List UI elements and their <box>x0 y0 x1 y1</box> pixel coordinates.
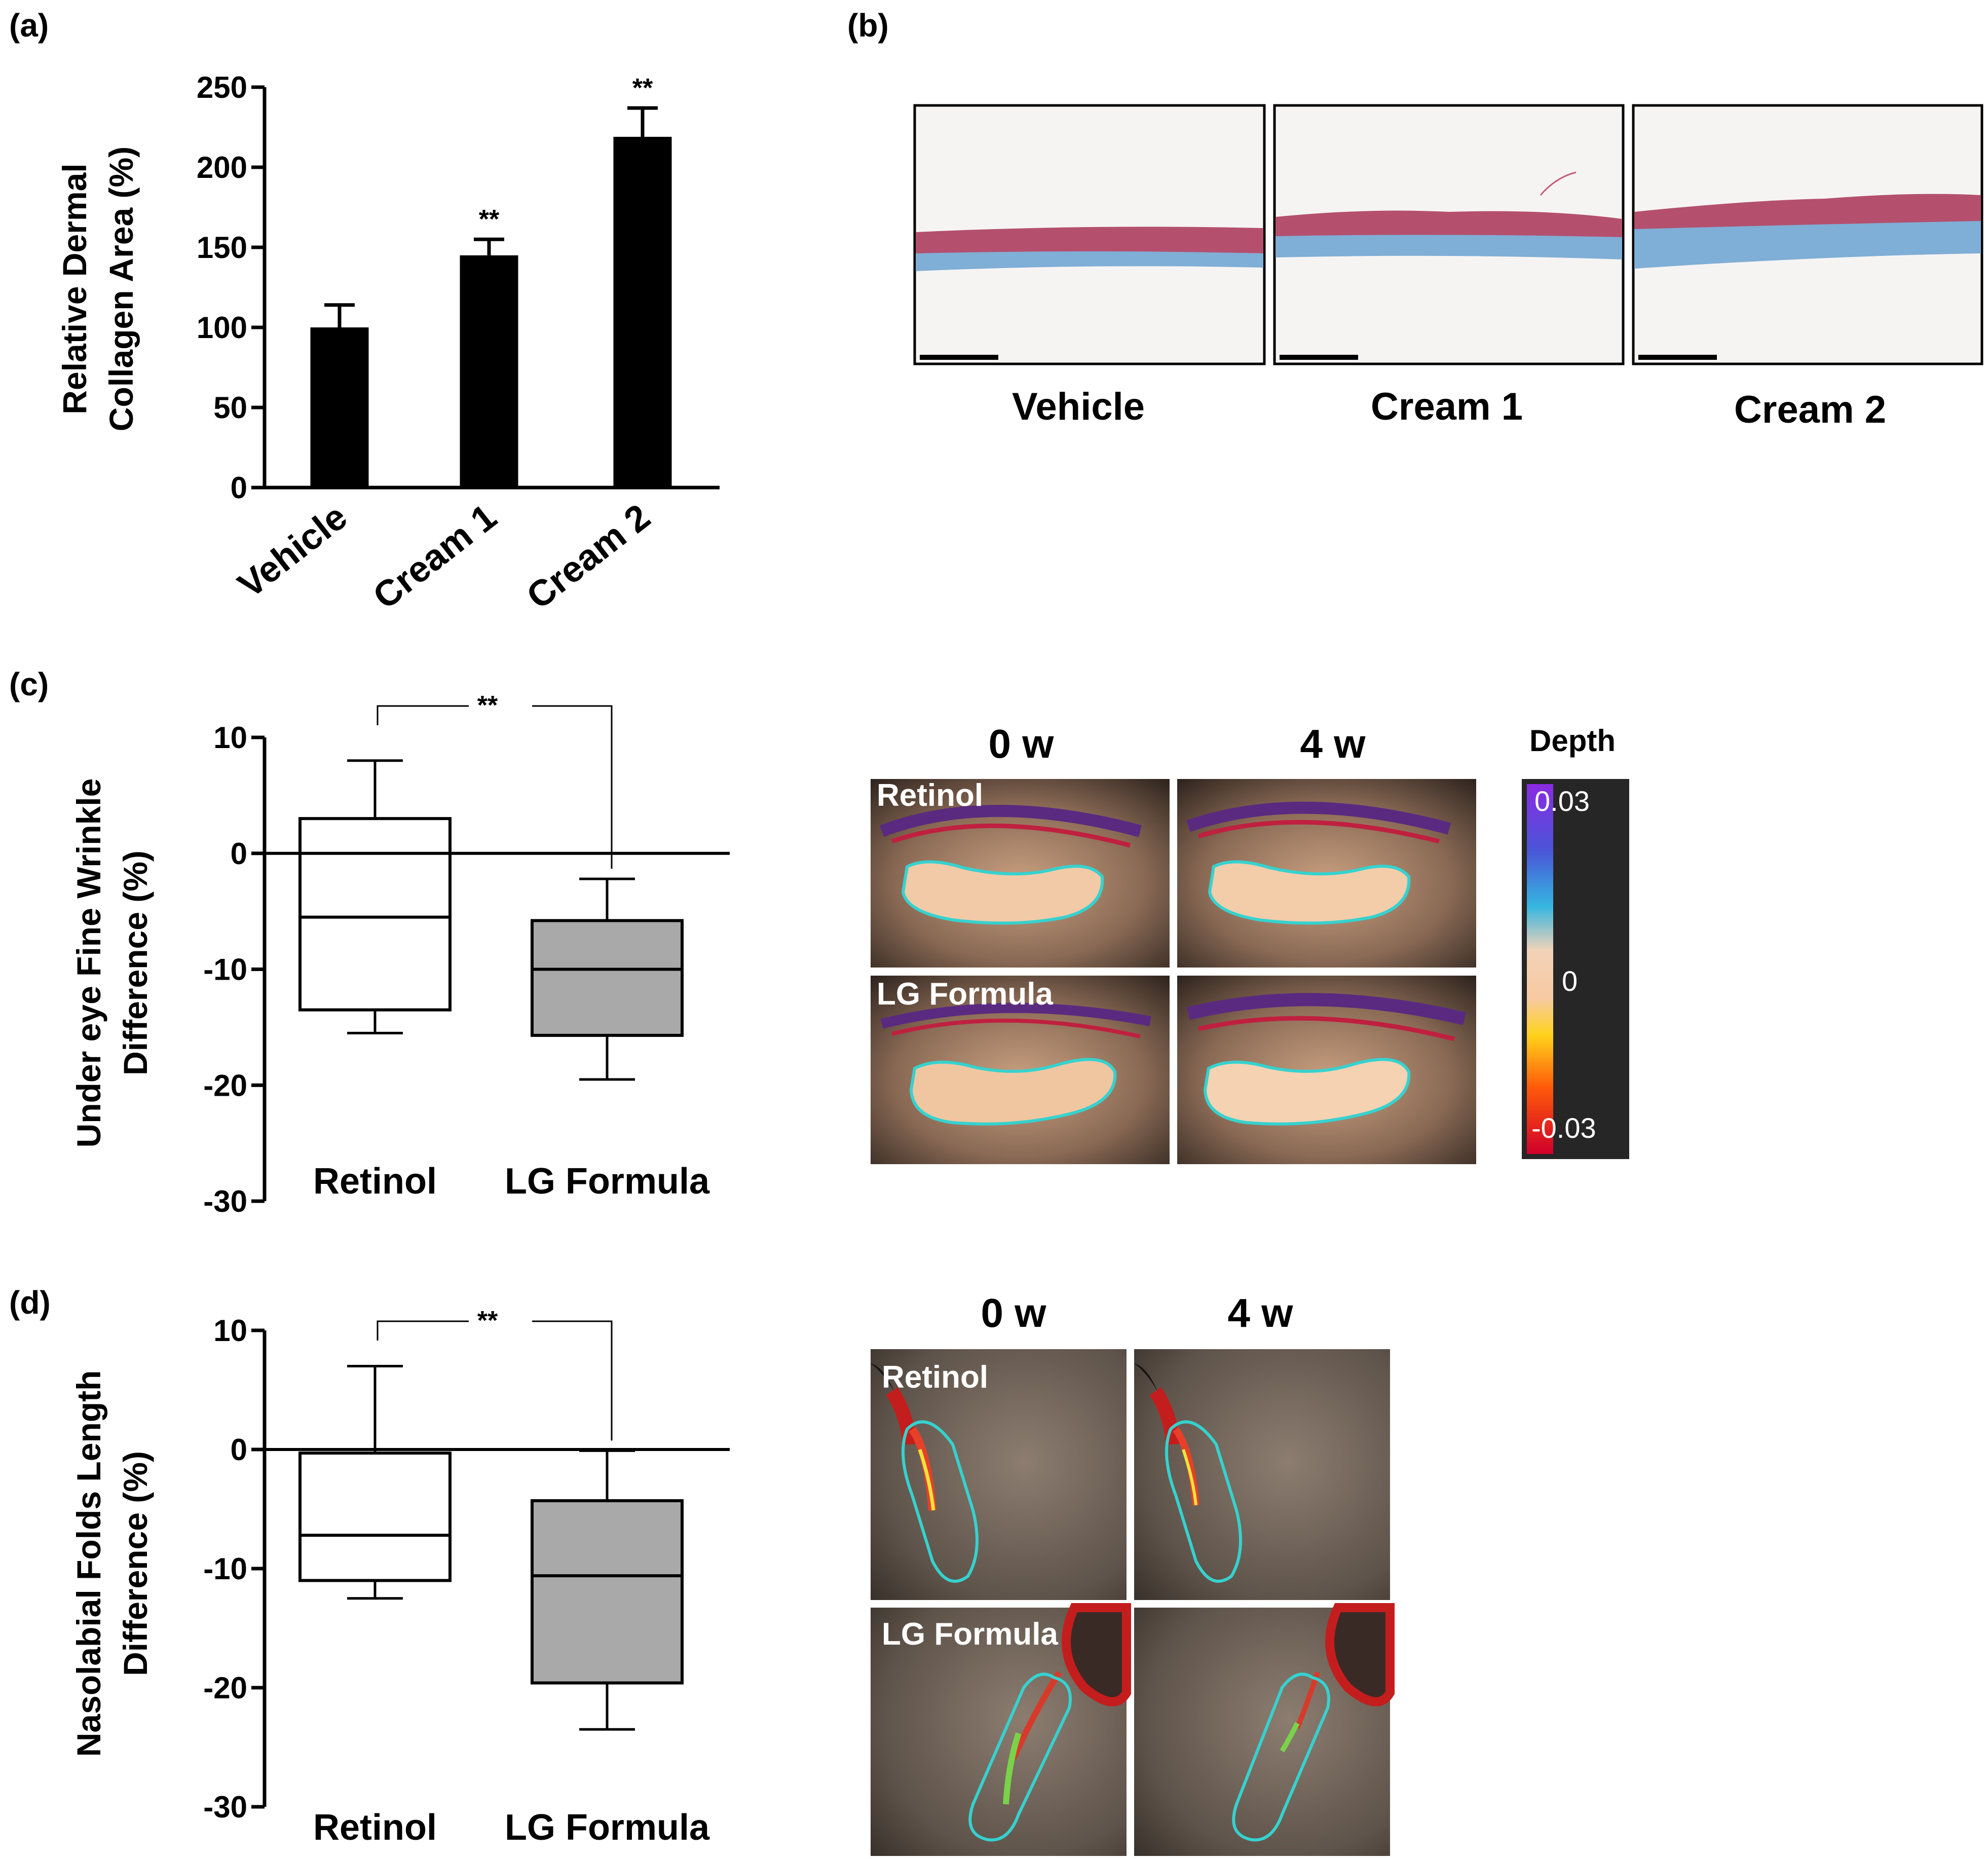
fold-time-label-4w: 4 w <box>1228 1290 1294 1335</box>
fold-row-label-lg-formula: LG Formula <box>882 1617 1058 1652</box>
fold-image-retinol-0w: Retinol <box>871 1349 1127 1600</box>
x-tick-label: LG Formula <box>505 1807 710 1848</box>
y-label-c-line1: Under eye Fine Wrinkle <box>70 778 107 1148</box>
eye-time-label-0w: 0 w <box>989 721 1055 766</box>
y-tick-label-a: 200 <box>197 151 247 184</box>
bar-cream-2 <box>613 136 672 488</box>
eye-image-lg-formula-0w: LG Formula <box>871 976 1170 1164</box>
histology-image-vehicle <box>913 104 1266 365</box>
y-tick-label: -10 <box>203 953 247 987</box>
depth-colorbar: 0.03 0 -0.03 <box>1522 779 1629 1159</box>
y-tick-label: -20 <box>203 1671 247 1705</box>
fold-time-label-0w: 0 w <box>981 1290 1047 1335</box>
significance-marker: ** <box>479 205 500 234</box>
colorbar-mid-label: 0 <box>1562 965 1578 997</box>
box-retinol <box>298 1452 452 1582</box>
eye-row-label-retinol: Retinol <box>877 778 983 813</box>
y-tick-label: 10 <box>213 721 247 755</box>
scale-bar <box>1638 355 1717 360</box>
eye-depth-images: 0 w 4 w Retinol LG Formula <box>871 721 1629 1164</box>
y-label-d-line1: Nasolabial Folds Length <box>70 1370 107 1757</box>
bar-cream-1 <box>460 255 518 488</box>
eye-row-label-lg-formula: LG Formula <box>877 977 1053 1012</box>
histology-label-vehicle: Vehicle <box>1012 385 1145 428</box>
box-lg-formula <box>531 1499 684 1685</box>
y-tick-label: -30 <box>203 1184 247 1218</box>
panel-label-d: (d) <box>9 1284 51 1321</box>
histology-label-cream2: Cream 2 <box>1734 388 1886 431</box>
y-tick-label: -10 <box>203 1552 247 1586</box>
fine-wrinkle-boxplot: 10 0 -10 -20 -30 Retinol LG Formula ** Under ey… <box>70 691 730 1218</box>
y-tick-label: 0 <box>231 1433 247 1467</box>
colorbar-title: Depth <box>1529 724 1616 758</box>
y-tick-label-a: 150 <box>197 231 247 265</box>
y-label-a-line1: Relative Dermal <box>56 163 93 414</box>
nasolabial-fold-boxplot: 10 0 -10 -20 -30 Retinol LG Formula ** Nasolabi… <box>70 1306 730 1848</box>
box-retinol <box>298 817 452 1012</box>
x-tick-label-a: Vehicle <box>231 497 355 606</box>
x-tick-label: LG Formula <box>505 1161 710 1202</box>
scale-bar <box>920 355 998 360</box>
y-tick-label: 10 <box>213 1314 247 1348</box>
box-lg-formula <box>531 919 684 1037</box>
y-tick-label: -20 <box>203 1068 247 1102</box>
eye-image-retinol-0w: Retinol <box>871 778 1170 968</box>
scale-bar <box>1280 355 1358 360</box>
panel-label-a: (a) <box>9 7 49 44</box>
eye-image-retinol-4w <box>1177 779 1476 968</box>
y-tick-label-a: 250 <box>197 70 247 104</box>
y-tick-label: 0 <box>231 837 247 871</box>
y-label-a-line2: Collagen Area (%) <box>102 146 140 431</box>
x-tick-label: Retinol <box>313 1807 437 1848</box>
y-tick-label-a: 50 <box>213 391 247 425</box>
fold-image-lg-formula-0w: LG Formula <box>871 1603 1131 1856</box>
histology-image-cream1 <box>1273 104 1625 365</box>
eye-time-label-4w: 4 w <box>1300 721 1366 766</box>
collagen-bar-chart: 0 50 100 150 200 250 Vehicle ** Cream 1 ** Cream … <box>56 70 720 617</box>
histology-image-cream2 <box>1632 104 1983 365</box>
y-tick-label-a: 100 <box>197 311 247 345</box>
significance-bracket <box>532 705 613 869</box>
nasolabial-fold-images: 0 w 4 w Retinol LG Formula <box>871 1290 1395 1856</box>
x-tick-label-a: Cream 2 <box>519 497 658 617</box>
panel-label-c: (c) <box>9 666 49 702</box>
significance-marker: ** <box>477 691 498 720</box>
histology-panel: Vehicle Cream 1 Cream 2 <box>913 104 1983 431</box>
bar-vehicle <box>310 327 369 488</box>
fold-image-lg-formula-4w <box>1134 1603 1395 1856</box>
colorbar-max-label: 0.03 <box>1534 785 1590 817</box>
significance-bracket <box>377 1320 469 1341</box>
y-label-d-line2: Difference (%) <box>117 1451 154 1676</box>
significance-bracket <box>532 1320 613 1441</box>
fold-image-retinol-4w <box>1134 1349 1390 1600</box>
x-tick-label-a: Cream 1 <box>366 497 504 617</box>
fold-row-label-retinol: Retinol <box>882 1360 988 1395</box>
y-label-c-line2: Difference (%) <box>117 850 154 1075</box>
x-tick-label: Retinol <box>313 1161 437 1202</box>
significance-bracket <box>377 705 469 725</box>
colorbar-min-label: -0.03 <box>1531 1112 1596 1144</box>
y-tick-label: -30 <box>203 1790 247 1824</box>
y-tick-label-a: 0 <box>231 471 247 505</box>
significance-marker: ** <box>632 73 653 103</box>
panel-label-b: (b) <box>847 7 889 44</box>
significance-marker: ** <box>477 1306 498 1335</box>
eye-image-lg-formula-4w <box>1177 976 1476 1164</box>
histology-label-cream1: Cream 1 <box>1371 385 1523 428</box>
